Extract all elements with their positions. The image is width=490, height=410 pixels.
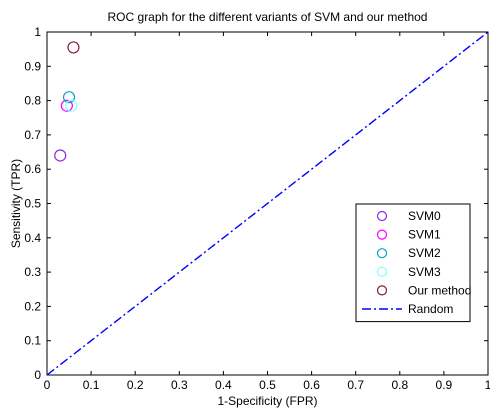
legend-marker	[376, 248, 388, 259]
data-points	[54, 41, 80, 162]
y-tick-label: 1	[34, 25, 41, 39]
y-tick-label: 0.7	[24, 128, 41, 142]
x-tick-label: 0.8	[391, 378, 408, 392]
y-tick-label: 0.1	[24, 334, 41, 348]
x-tick-label: 0.1	[83, 378, 100, 392]
legend: SVM0 SVM1 SVM2 SVM3 Our method Random	[355, 203, 471, 323]
legend-box	[355, 203, 471, 323]
y-tick-label: 0.9	[24, 59, 41, 73]
y-tick-label: 0.3	[24, 265, 41, 279]
legend-label: SVM3	[408, 265, 441, 279]
x-tick-label: 0.7	[347, 378, 364, 392]
legend-marker	[376, 266, 388, 277]
legend-label: SVM1	[408, 228, 441, 242]
legend-marker	[376, 210, 388, 222]
x-axis-ticks: 0 0.1 0.2 0.3 0.4 0.5 0.6 0.7 0.8 0.9 1	[44, 32, 490, 392]
y-axis-label: Sensitivity (TPR)	[9, 159, 23, 248]
point-svm3	[65, 99, 78, 112]
x-tick-label: 0.9	[436, 378, 453, 392]
point-svm1	[60, 99, 73, 112]
y-tick-label: 0.4	[24, 231, 41, 245]
legend-label: Random	[408, 302, 453, 316]
legend-marker	[376, 229, 388, 240]
y-tick-label: 0.2	[24, 299, 41, 313]
x-tick-label: 0.6	[303, 378, 320, 392]
legend-marker	[376, 285, 388, 296]
x-tick-label: 0.4	[215, 378, 232, 392]
point-svm0	[54, 149, 67, 162]
y-tick-label: 0.8	[24, 94, 41, 108]
x-tick-label: 0	[44, 378, 51, 392]
chart-title: ROC graph for the different variants of …	[108, 10, 428, 24]
legend-label: SVM2	[408, 246, 441, 260]
y-axis-ticks: 0 0.1 0.2 0.3 0.4 0.5 0.6 0.7 0.8 0.9 1	[24, 25, 488, 382]
x-axis-label: 1-Specificity (FPR)	[217, 394, 317, 408]
random-diagonal-line	[46, 31, 489, 376]
x-tick-label: 1	[485, 378, 490, 392]
x-tick-label: 0.2	[127, 378, 144, 392]
x-tick-label: 0.3	[171, 378, 188, 392]
point-our-method	[67, 41, 80, 54]
legend-label: Our method	[408, 283, 471, 297]
random-line-group	[46, 31, 489, 376]
point-svm2	[62, 91, 76, 104]
y-tick-label: 0.5	[24, 197, 41, 211]
y-tick-label: 0	[34, 368, 41, 382]
x-tick-label: 0.5	[259, 378, 276, 392]
y-tick-label: 0.6	[24, 162, 41, 176]
legend-label: SVM0	[408, 209, 441, 223]
